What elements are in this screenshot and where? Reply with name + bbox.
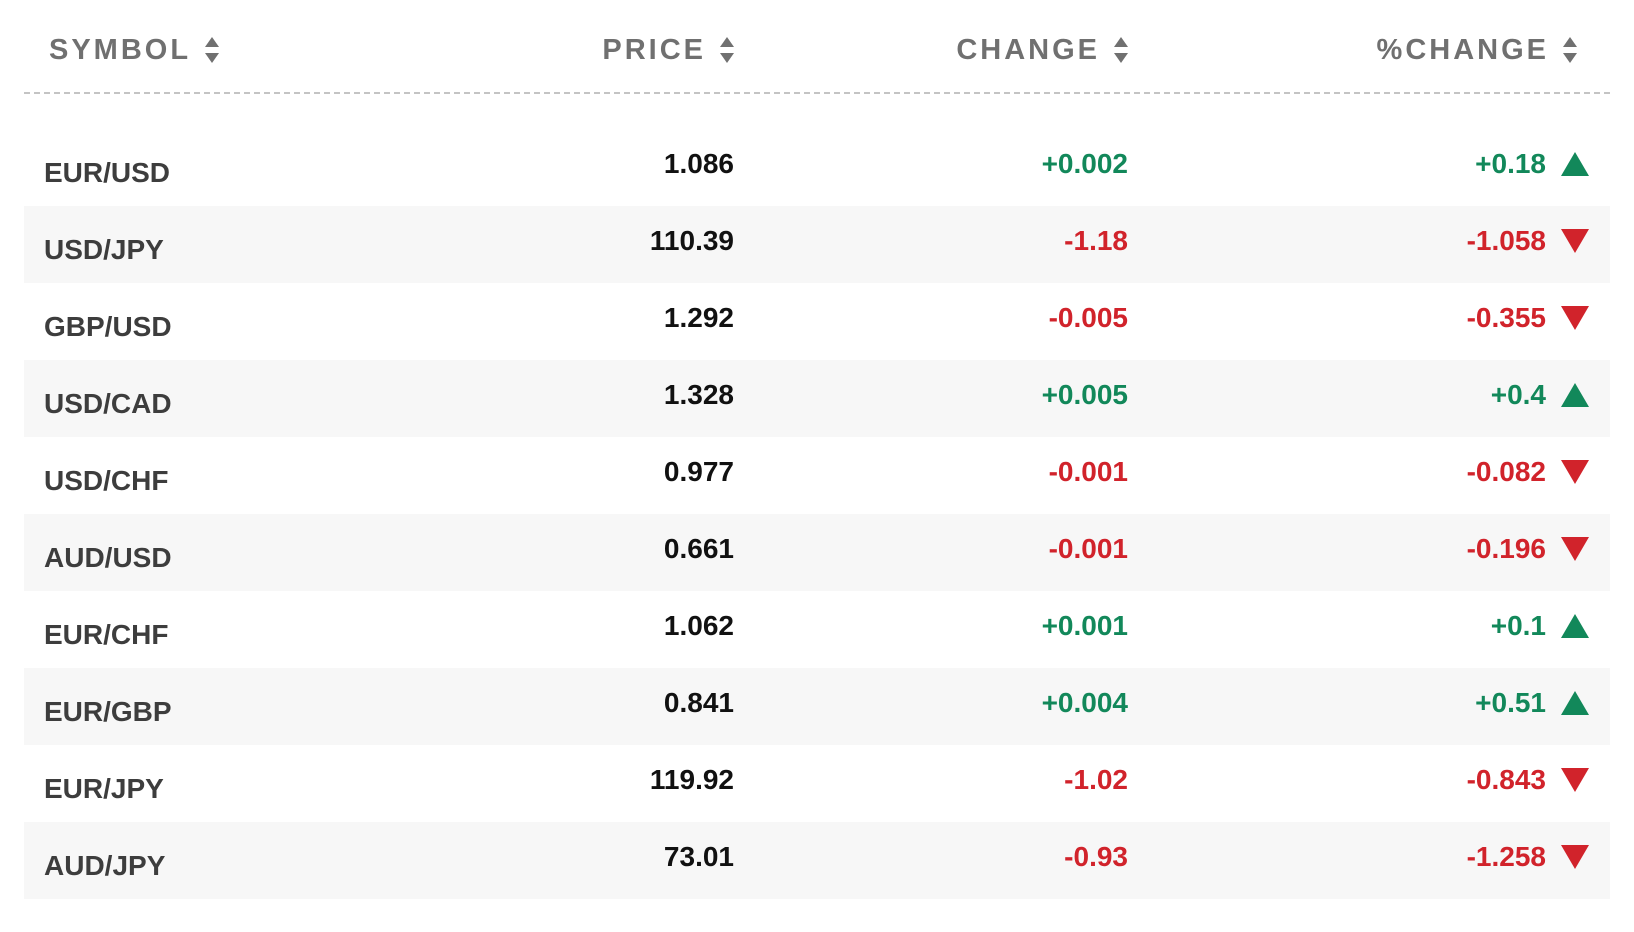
sort-arrows-icon[interactable] bbox=[205, 37, 220, 63]
change-cell: +0.004 bbox=[1041, 686, 1128, 718]
change-cell: +0.002 bbox=[1041, 147, 1128, 179]
pct-change-cell: +0.51 bbox=[1475, 668, 1590, 745]
table-row[interactable]: EUR/USD 1.086 +0.002 +0.18 bbox=[24, 129, 1610, 206]
sort-arrows-icon[interactable] bbox=[1114, 37, 1128, 63]
pct-change-value: -0.843 bbox=[1466, 763, 1546, 795]
symbol-cell[interactable]: GBP/USD bbox=[44, 310, 172, 342]
symbol-cell[interactable]: EUR/CHF bbox=[44, 618, 169, 650]
price-cell: 73.01 bbox=[663, 840, 734, 872]
price-cell: 0.841 bbox=[663, 686, 734, 718]
column-header-symbol-label: SYMBOL bbox=[49, 33, 192, 66]
pct-change-cell: -0.196 bbox=[1467, 514, 1590, 591]
pct-change-value: -0.082 bbox=[1466, 455, 1546, 487]
table-row[interactable]: USD/JPY 110.39 -1.18 -1.058 bbox=[24, 206, 1610, 283]
triangle-down-icon bbox=[1561, 459, 1589, 484]
triangle-up-icon bbox=[1561, 690, 1589, 715]
symbol-cell[interactable]: AUD/USD bbox=[44, 541, 172, 573]
symbol-cell[interactable]: EUR/GBP bbox=[44, 695, 172, 727]
change-cell: -0.005 bbox=[1048, 301, 1128, 333]
column-header-change-label: CHANGE bbox=[956, 33, 1100, 66]
column-header-pct-change[interactable]: %CHANGE bbox=[1377, 30, 1577, 70]
pct-change-value: -0.196 bbox=[1466, 532, 1546, 564]
change-cell: -0.001 bbox=[1048, 455, 1128, 487]
symbol-cell[interactable]: EUR/USD bbox=[44, 156, 171, 188]
sort-arrows-icon[interactable] bbox=[1563, 37, 1577, 63]
price-cell: 1.086 bbox=[663, 147, 734, 179]
change-cell: -1.18 bbox=[1064, 224, 1128, 256]
column-header-price-label: PRICE bbox=[602, 33, 706, 66]
table-row[interactable]: AUD/JPY 73.01 -0.93 -1.258 bbox=[24, 822, 1610, 899]
symbol-cell[interactable]: EUR/JPY bbox=[44, 772, 164, 804]
table-row[interactable]: EUR/JPY 119.92 -1.02 -0.843 bbox=[24, 745, 1610, 822]
price-cell: 0.977 bbox=[663, 455, 734, 487]
triangle-up-icon bbox=[1561, 151, 1589, 176]
table-body: EUR/USD 1.086 +0.002 +0.18 USD/JPY 110.3… bbox=[24, 129, 1610, 899]
pct-change-value: +0.18 bbox=[1475, 147, 1546, 179]
triangle-down-icon bbox=[1561, 305, 1589, 330]
table-row[interactable]: EUR/GBP 0.841 +0.004 +0.51 bbox=[24, 668, 1610, 745]
symbol-cell[interactable]: USD/JPY bbox=[44, 233, 164, 265]
triangle-down-icon bbox=[1561, 767, 1589, 792]
triangle-down-icon bbox=[1561, 536, 1589, 561]
sort-arrows-icon[interactable] bbox=[720, 37, 734, 63]
change-cell: -1.02 bbox=[1064, 763, 1128, 795]
change-cell: +0.005 bbox=[1041, 378, 1128, 410]
pct-change-cell: -0.082 bbox=[1467, 437, 1590, 514]
change-cell: +0.001 bbox=[1041, 609, 1128, 641]
triangle-down-icon bbox=[1561, 844, 1589, 869]
table-row[interactable]: USD/CHF 0.977 -0.001 -0.082 bbox=[24, 437, 1610, 514]
pct-change-cell: -0.843 bbox=[1467, 745, 1590, 822]
column-header-pct-change-label: %CHANGE bbox=[1376, 33, 1549, 66]
price-cell: 1.062 bbox=[663, 609, 734, 641]
price-cell: 110.39 bbox=[649, 224, 734, 256]
symbol-cell[interactable]: USD/CHF bbox=[44, 464, 169, 496]
column-header-change[interactable]: CHANGE bbox=[956, 30, 1128, 70]
pct-change-value: +0.51 bbox=[1475, 686, 1546, 718]
table-header: SYMBOL PRICE CHANGE %CHANGE bbox=[24, 0, 1610, 94]
pct-change-value: +0.4 bbox=[1490, 378, 1546, 410]
table-row[interactable]: USD/CAD 1.328 +0.005 +0.4 bbox=[24, 360, 1610, 437]
table-row[interactable]: AUD/USD 0.661 -0.001 -0.196 bbox=[24, 514, 1610, 591]
column-header-symbol[interactable]: SYMBOL bbox=[49, 30, 220, 70]
change-cell: -0.93 bbox=[1064, 840, 1128, 872]
price-cell: 1.328 bbox=[663, 378, 734, 410]
symbol-cell[interactable]: USD/CAD bbox=[44, 387, 172, 419]
change-cell: -0.001 bbox=[1048, 532, 1128, 564]
pct-change-cell: +0.4 bbox=[1491, 360, 1590, 437]
triangle-down-icon bbox=[1561, 228, 1589, 253]
pct-change-cell: +0.18 bbox=[1475, 129, 1590, 206]
pct-change-value: -1.258 bbox=[1466, 840, 1546, 872]
column-header-price[interactable]: PRICE bbox=[602, 30, 734, 70]
pct-change-cell: -0.355 bbox=[1467, 283, 1590, 360]
pct-change-cell: +0.1 bbox=[1491, 591, 1590, 668]
table-row[interactable]: EUR/CHF 1.062 +0.001 +0.1 bbox=[24, 591, 1610, 668]
price-cell: 119.92 bbox=[649, 763, 734, 795]
symbol-cell[interactable]: AUD/JPY bbox=[44, 849, 166, 881]
pct-change-value: -0.355 bbox=[1466, 301, 1546, 333]
table-row[interactable]: GBP/USD 1.292 -0.005 -0.355 bbox=[24, 283, 1610, 360]
price-cell: 0.661 bbox=[663, 532, 734, 564]
price-cell: 1.292 bbox=[663, 301, 734, 333]
pct-change-cell: -1.258 bbox=[1467, 822, 1590, 899]
pct-change-cell: -1.058 bbox=[1467, 206, 1590, 283]
triangle-up-icon bbox=[1561, 613, 1589, 638]
pct-change-value: -1.058 bbox=[1466, 224, 1546, 256]
triangle-up-icon bbox=[1561, 382, 1589, 407]
pct-change-value: +0.1 bbox=[1490, 609, 1546, 641]
forex-quotes-table: SYMBOL PRICE CHANGE %CHANGE bbox=[24, 0, 1610, 899]
